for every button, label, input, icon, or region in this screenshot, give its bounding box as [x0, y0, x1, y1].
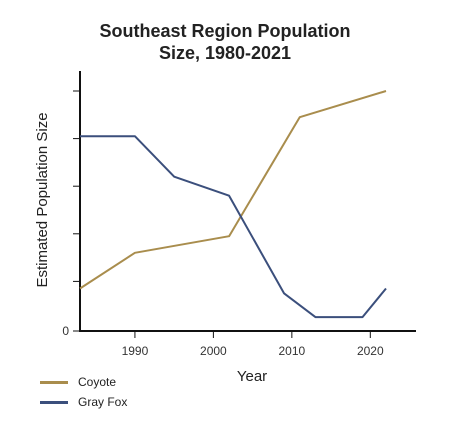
series-lines	[79, 90, 387, 319]
chart-title: Southeast Region Population Size, 1980-2…	[0, 20, 450, 64]
x-tick-label: 1990	[122, 344, 149, 358]
legend-label: Coyote	[78, 375, 117, 389]
x-tick-label: 2010	[278, 344, 305, 358]
legend: Coyote Gray Fox	[40, 372, 127, 412]
legend-swatch	[40, 400, 68, 404]
x-axis-title: Year	[237, 368, 267, 385]
legend-item-coyote: Coyote	[40, 372, 127, 392]
series-line-coyote	[79, 90, 387, 290]
axes	[79, 71, 416, 332]
legend-swatch	[40, 380, 68, 384]
y-ticks: 0	[62, 90, 80, 338]
y-tick-label: 0	[62, 324, 69, 338]
x-tick-label: 2020	[357, 344, 384, 358]
x-ticks: 1990 2000 2010 2020	[122, 331, 384, 358]
chart-title-line-2: Size, 1980-2021	[158, 43, 292, 63]
x-tick-label: 2000	[200, 344, 227, 358]
chart-title-line-1: Southeast Region Population	[99, 21, 351, 41]
legend-label: Gray Fox	[78, 395, 128, 409]
y-axis-title: Estimated Population Size	[34, 112, 51, 287]
series-line-gray-fox	[80, 135, 387, 319]
legend-item-gray-fox: Gray Fox	[40, 392, 127, 412]
